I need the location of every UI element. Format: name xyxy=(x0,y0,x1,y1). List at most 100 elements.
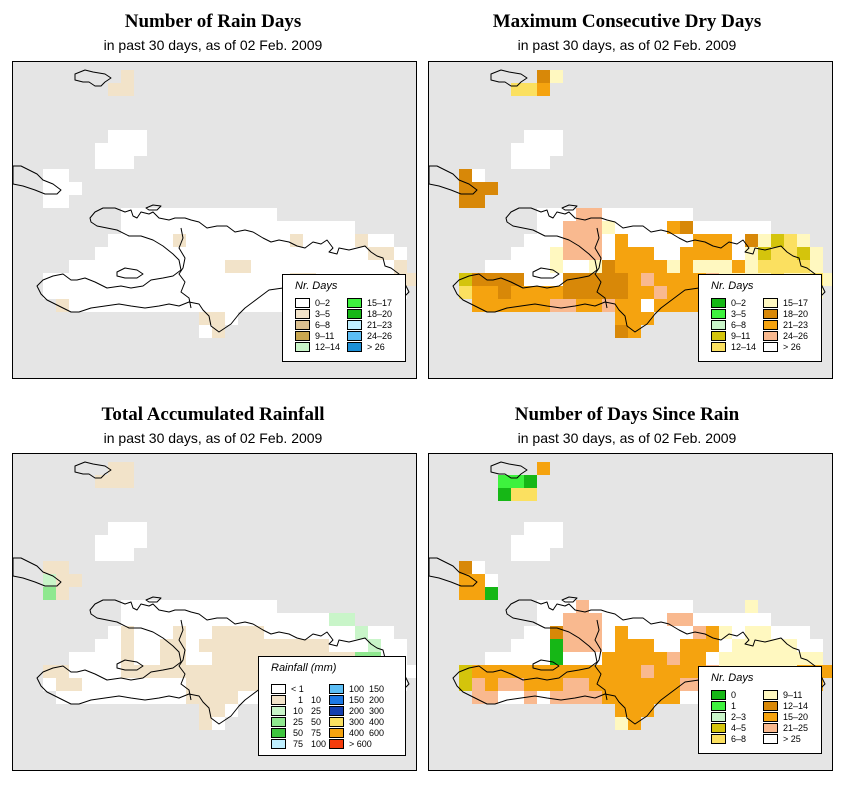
legend-swatch xyxy=(763,330,778,341)
grid-cell xyxy=(628,652,641,665)
grid-cell-base xyxy=(628,234,641,247)
grid-cell xyxy=(589,260,602,273)
grid-cell-base xyxy=(95,286,108,299)
grid-cell-base xyxy=(199,247,212,260)
grid-cell-base xyxy=(160,613,173,626)
legend-swatch xyxy=(347,330,362,341)
legend-range-high: 150 xyxy=(369,683,385,694)
grid-cell-base xyxy=(95,299,108,312)
grid-cell xyxy=(615,299,628,312)
grid-cell-base xyxy=(147,639,160,652)
grid-cell-base xyxy=(212,208,225,221)
grid-cell xyxy=(680,247,693,260)
legend-label: > 26 xyxy=(367,341,385,352)
legend-item: 6–8 xyxy=(711,733,746,744)
grid-cell-base xyxy=(303,626,316,639)
grid-cell-base xyxy=(225,613,238,626)
grid-cell xyxy=(550,70,563,83)
grid-cell xyxy=(797,247,810,260)
legend-swatch xyxy=(711,711,726,722)
grid-cell-base xyxy=(550,522,563,535)
grid-cell xyxy=(589,221,602,234)
grid-cell-base xyxy=(797,626,810,639)
grid-cell xyxy=(563,299,576,312)
grid-cell-base xyxy=(511,639,524,652)
grid-cell-base xyxy=(537,639,550,652)
grid-cell-base xyxy=(134,639,147,652)
legend-swatch xyxy=(347,308,362,319)
grid-cell-base xyxy=(485,260,498,273)
grid-cell-base xyxy=(290,613,303,626)
legend-swatch xyxy=(271,705,286,716)
grid-cell-base xyxy=(693,613,706,626)
grid-cell-base xyxy=(693,221,706,234)
grid-cell xyxy=(602,260,615,273)
grid-cell-base xyxy=(654,247,667,260)
legend-label: 21–23 xyxy=(783,319,809,330)
grid-cell-base xyxy=(394,639,407,652)
grid-cell-base xyxy=(654,234,667,247)
legend-range-high: 10 xyxy=(311,694,322,705)
grid-cell-base xyxy=(238,613,251,626)
legend-item: 0 xyxy=(711,689,736,700)
grid-cell-base xyxy=(654,221,667,234)
grid-cell xyxy=(615,273,628,286)
legend-label: 24–26 xyxy=(783,330,809,341)
grid-cell-base xyxy=(251,247,264,260)
grid-cell xyxy=(628,639,641,652)
legend-label: 4–5 xyxy=(731,722,747,733)
grid-cell xyxy=(680,613,693,626)
grid-cell xyxy=(602,678,615,691)
grid-cell-base xyxy=(316,221,329,234)
grid-cell xyxy=(43,574,56,587)
grid-cell-base xyxy=(550,613,563,626)
grid-cell-base xyxy=(160,286,173,299)
grid-cell xyxy=(563,247,576,260)
grid-cell-base xyxy=(329,234,342,247)
grid-cell xyxy=(706,626,719,639)
grid-cell xyxy=(576,208,589,221)
legend-swatch xyxy=(295,319,310,330)
grid-cell xyxy=(745,600,758,613)
grid-cell-base xyxy=(537,130,550,143)
grid-cell-base xyxy=(108,247,121,260)
grid-cell-base xyxy=(498,260,511,273)
grid-cell xyxy=(563,221,576,234)
grid-cell-base xyxy=(56,691,69,704)
legend-swatch xyxy=(295,341,310,352)
grid-cell-base xyxy=(264,234,277,247)
grid-cell-base xyxy=(212,299,225,312)
grid-cell-base xyxy=(121,535,134,548)
grid-cell-base xyxy=(69,652,82,665)
grid-cell-base xyxy=(69,260,82,273)
grid-cell-base xyxy=(95,260,108,273)
grid-cell-base xyxy=(342,221,355,234)
legend-days-since-rain: Nr. Days 0 1 2–3 4–5 6–8 9–11 12–14 15–20 21–25 >… xyxy=(698,666,822,754)
grid-cell xyxy=(745,260,758,273)
grid-cell xyxy=(602,286,615,299)
grid-cell-base xyxy=(147,600,160,613)
legend-item: 25 50 xyxy=(271,716,321,727)
grid-cell xyxy=(576,626,589,639)
grid-cell-base xyxy=(238,234,251,247)
grid-cell-base xyxy=(147,286,160,299)
grid-cell xyxy=(550,652,563,665)
legend-label: > 26 xyxy=(783,341,801,352)
grid-cell xyxy=(498,475,511,488)
grid-cell-base xyxy=(82,286,95,299)
grid-cell-base xyxy=(199,626,212,639)
grid-cell-base xyxy=(95,535,108,548)
grid-cell-base xyxy=(342,639,355,652)
grid-cell-base xyxy=(602,639,615,652)
legend-range-low: 1 xyxy=(297,694,303,705)
grid-cell-base xyxy=(251,613,264,626)
grid-cell xyxy=(706,234,719,247)
legend-item: 200 300 xyxy=(329,705,384,716)
grid-cell xyxy=(680,260,693,273)
legend-swatch xyxy=(763,319,778,330)
grid-cell xyxy=(563,639,576,652)
legend-item: 24–26 xyxy=(763,330,808,341)
grid-cell-base xyxy=(667,626,680,639)
grid-cell xyxy=(641,678,654,691)
legend-range-low: 200 xyxy=(349,705,365,716)
